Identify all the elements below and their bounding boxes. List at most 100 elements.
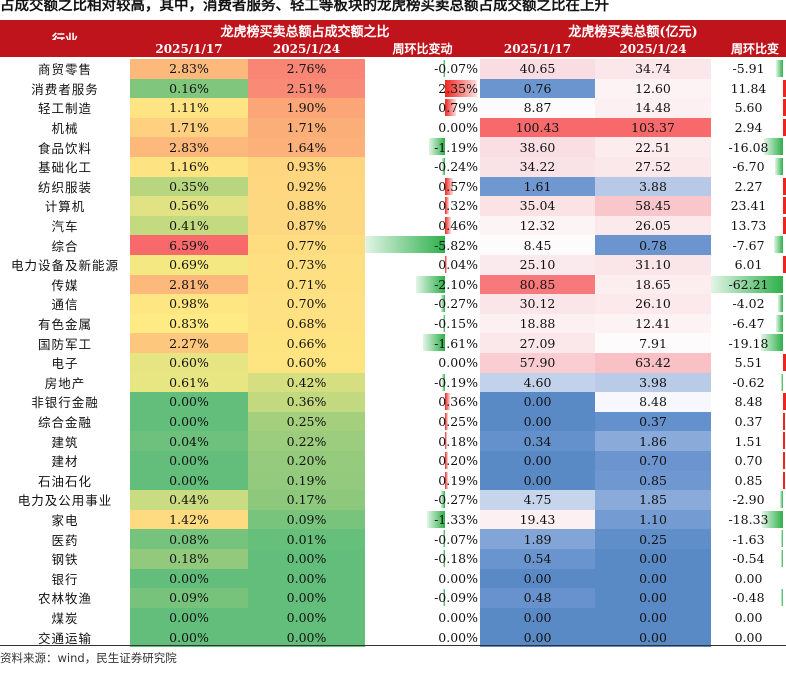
table-row: 通信 0.98% 0.70% -0.27% 30.12 26.10 -4.02 <box>0 294 786 314</box>
amount-date1-cell: 18.88 <box>480 313 595 334</box>
ratio-date2-cell: 0.17% <box>248 490 365 510</box>
amount-change-bar <box>781 373 783 391</box>
amount-change-cell: 0.00 <box>711 607 786 628</box>
industry-cell: 建材 <box>0 451 130 471</box>
amount-date1-cell-text: 0.00 <box>523 394 552 410</box>
amount-date1-cell: 1.89 <box>480 529 595 549</box>
amount-date2-cell: 0.85 <box>595 470 711 491</box>
ratio-change-cell: -1.33% <box>365 509 480 530</box>
amount-date1-cell-text: 40.65 <box>519 61 556 77</box>
industry-cell: 银行 <box>0 568 130 589</box>
amount-change-cell: -2.90 <box>711 490 786 510</box>
ratio-change-bar <box>441 491 445 509</box>
amount-date2-cell: 14.48 <box>595 98 711 118</box>
amount-date2-cell-text: 26.10 <box>635 296 671 312</box>
ratio-date1-cell: 0.00% <box>130 568 248 589</box>
table-row: 基础化工 1.16% 0.93% -0.24% 34.22 27.52 -6.70 <box>0 157 786 177</box>
ratio-date2-cell-text: 2.51% <box>286 80 327 96</box>
table-body: 商贸零售 2.83% 2.76% -0.07% 40.65 34.74 -5.91 消费者服务… <box>0 59 786 647</box>
ratio-change-cell-text: 0.18% <box>438 433 478 449</box>
ratio-change-cell: 0.32% <box>365 196 480 216</box>
ratio-change-cell: 0.57% <box>365 176 480 197</box>
ratio-change-cell-text: 0.57% <box>438 178 478 194</box>
ratio-date1-cell-text: 0.41% <box>169 218 209 234</box>
ratio-date2-cell-text: 0.00% <box>286 551 327 567</box>
amount-date1-cell: 35.04 <box>480 196 595 216</box>
amount-change-cell: 0.37 <box>711 411 786 432</box>
ratio-change-cell: 0.00% <box>365 568 480 589</box>
amount-date1-cell: 0.76 <box>480 78 595 99</box>
ratio-date1-cell-text: 0.61% <box>169 374 209 390</box>
amount-date1-cell-text: 25.10 <box>519 257 556 273</box>
industry-cell: 纺织服装 <box>0 176 130 197</box>
ratio-change-cell-text: -0.07% <box>434 61 478 77</box>
ratio-change-cell-text: -1.61% <box>434 335 478 351</box>
amount-change-bar <box>781 530 783 548</box>
industry-cell: 综合 <box>0 235 130 255</box>
amount-change-cell: 8.48 <box>711 392 786 412</box>
amount-date2-cell: 0.00 <box>595 607 711 628</box>
ratio-date1-cell: 2.83% <box>130 59 248 79</box>
ratio-date1-cell-text: 0.00% <box>169 629 209 645</box>
industry-cell-text: 煤炭 <box>51 611 79 627</box>
ratio-change-bar <box>443 589 445 607</box>
industry-cell-text: 房地产 <box>44 375 86 391</box>
industry-cell: 传媒 <box>0 274 130 295</box>
ratio-change-cell: -0.09% <box>365 588 480 608</box>
ratio-change-cell: 0.25% <box>365 411 480 432</box>
amount-change-cell-text: 0.00 <box>734 570 763 586</box>
amount-change-cell-text: -0.62 <box>732 374 765 390</box>
ratio-date1-cell-text: 0.16% <box>169 80 209 96</box>
amount-date2-cell-text: 8.48 <box>639 394 667 410</box>
industry-cell: 农林牧渔 <box>0 588 130 608</box>
ratio-date2-cell: 0.19% <box>248 470 365 491</box>
amount-change-bar <box>783 216 786 234</box>
industry-cell: 基础化工 <box>0 157 130 177</box>
amount-date2-cell: 0.37 <box>595 411 711 432</box>
amount-date2-cell: 0.25 <box>595 529 711 549</box>
header-amount-change: 周环比变 <box>731 42 780 56</box>
ratio-date1-cell-text: 1.16% <box>169 159 209 175</box>
industry-cell: 房地产 <box>0 372 130 393</box>
ratio-date1-cell-text: 1.11% <box>169 100 209 116</box>
industry-cell: 有色金属 <box>0 313 130 334</box>
table-row: 纺织服装 0.35% 0.92% 0.57% 1.61 3.88 2.27 <box>0 176 786 197</box>
industry-cell: 电力设备及新能源 <box>0 255 130 275</box>
ratio-change-bar <box>441 158 445 175</box>
ratio-date2-cell: 0.00% <box>248 607 365 628</box>
ratio-date2-cell: 2.76% <box>248 59 365 79</box>
table-row: 国防军工 2.27% 0.66% -1.61% 27.09 7.91 -19.18 <box>0 333 786 353</box>
ratio-change-cell-text: 0.00% <box>438 629 478 645</box>
amount-date1-cell: 0.00 <box>480 411 595 432</box>
ratio-change-cell: 0.00% <box>365 117 480 138</box>
amount-change-cell-text: 23.41 <box>730 198 767 214</box>
amount-date2-cell-text: 0.37 <box>639 414 667 430</box>
ratio-date2-cell-text: 1.90% <box>286 100 327 116</box>
ratio-date2-cell-text: 0.71% <box>286 276 327 292</box>
industry-cell: 建筑 <box>0 431 130 451</box>
table-row: 电力设备及新能源 0.69% 0.73% 0.04% 25.10 31.10 6.01 <box>0 255 786 275</box>
ratio-change-cell-text: 2.35% <box>438 80 478 96</box>
ratio-change-cell: -0.15% <box>365 313 480 334</box>
ratio-change-bar <box>442 314 445 332</box>
amount-date2-cell-text: 12.60 <box>635 80 671 96</box>
ratio-date1-cell: 0.61% <box>130 372 248 393</box>
ratio-date2-cell: 0.00% <box>248 549 365 569</box>
amount-date1-cell: 57.90 <box>480 353 595 373</box>
amount-change-cell-text: 2.94 <box>734 120 763 136</box>
industry-cell: 非银行金融 <box>0 392 130 412</box>
amount-date2-cell: 8.48 <box>595 392 711 412</box>
ratio-date1-cell-text: 1.71% <box>169 120 209 136</box>
ratio-date2-cell-text: 0.19% <box>286 472 327 488</box>
amount-change-cell: 5.51 <box>711 353 786 373</box>
ratio-date2-cell: 0.93% <box>248 157 365 177</box>
ratio-change-cell-text: -0.07% <box>434 531 478 547</box>
table-row: 房地产 0.61% 0.42% -0.19% 4.60 3.98 -0.62 <box>0 372 786 393</box>
ratio-date1-cell: 0.56% <box>130 196 248 216</box>
ratio-date1-cell-text: 0.09% <box>169 590 209 606</box>
ratio-date1-cell-text: 0.83% <box>169 316 209 332</box>
ratio-change-bar <box>426 510 445 528</box>
table-row: 建材 0.00% 0.20% 0.20% 0.00 0.70 0.70 <box>0 451 786 471</box>
amount-date1-cell-text: 0.00 <box>523 570 552 586</box>
amount-change-cell: -16.08 <box>711 137 786 157</box>
